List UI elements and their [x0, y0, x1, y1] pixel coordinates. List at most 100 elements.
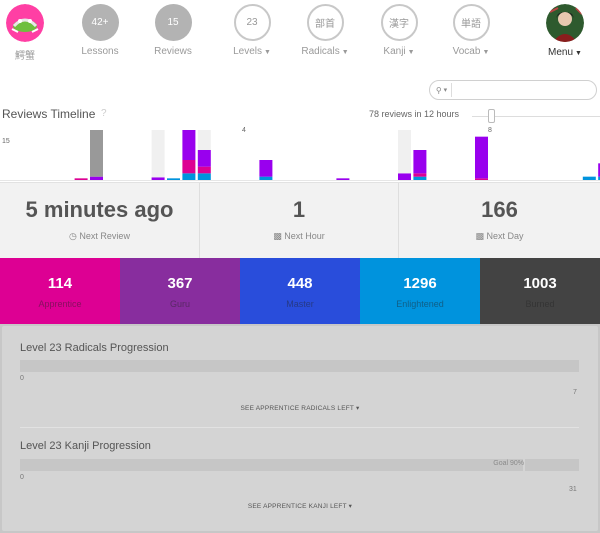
timeline-summary: 78 reviews in 12 hours [369, 109, 460, 119]
timeline-bar-enlightened[interactable] [197, 173, 211, 180]
review-forecast: 5 minutes ago ◷ Next Review 1 ▩ Next Hou… [0, 182, 600, 259]
srs-label: Master [286, 299, 314, 309]
see-apprentice-kanji-link[interactable]: SEE APPRENTICE KANJI LEFT ▾ [2, 502, 598, 510]
kanji-progress-end: 31 [569, 486, 577, 493]
srs-master[interactable]: 448 Master [240, 258, 360, 324]
chevron-down-icon: ▼ [407, 49, 415, 56]
srs-burned[interactable]: 1003 Burned [480, 258, 600, 324]
next-review-label: Next Review [79, 231, 130, 241]
timeline-bar-light[interactable] [151, 130, 165, 178]
radicals-progress-title: Level 23 Radicals Progression [20, 342, 169, 354]
see-apprentice-radicals-link[interactable]: SEE APPRENTICE RADICALS LEFT ▾ [2, 404, 598, 412]
srs-count: 1296 [403, 275, 437, 292]
timeline-bar-guru[interactable] [90, 176, 103, 180]
logo-link[interactable]: 鰐蟹 [0, 4, 60, 62]
user-avatar [546, 4, 584, 42]
timeline-bar-light[interactable] [398, 130, 411, 174]
see-apprentice-radicals-label: SEE APPRENTICE RADICALS LEFT [240, 405, 354, 412]
timeline-bar-guru[interactable] [475, 136, 488, 179]
chevron-down-icon: ▾ [348, 503, 353, 510]
timeline-bar-enlightened[interactable] [413, 176, 427, 180]
timeline-range-handle[interactable] [488, 109, 495, 123]
chevron-down-icon: ▼ [575, 50, 582, 57]
help-icon[interactable]: ? [101, 108, 107, 119]
timeline-bar-light[interactable] [197, 130, 211, 150]
timeline-bar-apprentice[interactable] [413, 173, 427, 177]
vocab-label: Vocab [452, 46, 481, 57]
nav-menu[interactable]: Menu ▼ [530, 4, 600, 58]
kanji-progress-title: Level 23 Kanji Progression [20, 440, 151, 452]
inbox-icon: ▩ [273, 231, 282, 241]
next-review-value: 5 minutes ago [25, 197, 174, 222]
srs-guru[interactable]: 367 Guru [120, 258, 240, 324]
clock-icon: ◷ [69, 231, 77, 241]
timeline-bar-enlightened[interactable] [598, 176, 600, 180]
nav-vocab[interactable]: 単語 Vocab ▼ [436, 4, 506, 57]
timeline-bar-enlightened[interactable] [182, 173, 196, 180]
search-icon: ⚲ [435, 85, 442, 95]
srs-count: 1003 [523, 275, 557, 292]
next-review-stat: 5 minutes ago ◷ Next Review [0, 183, 200, 259]
timeline-bar-guru[interactable] [336, 178, 350, 180]
srs-label: Guru [169, 299, 190, 309]
reviews-timeline-chart [0, 130, 600, 181]
radicals-progress-bar [20, 360, 579, 372]
kanji-progress-start: 0 [20, 474, 24, 481]
timeline-bar-guru[interactable] [259, 160, 273, 177]
next-day-stat: 166 ▩ Next Day [399, 183, 600, 259]
radicals-label: Radicals [301, 46, 340, 57]
timeline-ymax-label: 15 [2, 138, 10, 145]
kanji-progress-bar: Goal 90% [20, 459, 579, 471]
search-input[interactable]: ⚲ ▾ [429, 80, 597, 100]
next-hour-stat: 1 ▩ Next Hour [200, 183, 399, 259]
search-button[interactable]: ⚲ ▾ [432, 83, 452, 97]
timeline-range-track[interactable] [472, 116, 600, 117]
timeline-bar-guru[interactable] [151, 177, 165, 180]
next-hour-label: Next Hour [284, 231, 325, 241]
chevron-down-icon: ▼ [341, 49, 349, 56]
nav-kanji[interactable]: 漢字 Kanji ▼ [364, 4, 434, 57]
timeline-bar-enlightened[interactable] [167, 178, 180, 180]
lessons-label: Lessons [81, 46, 119, 57]
srs-count: 367 [167, 275, 193, 292]
timeline-bar-enlightened[interactable] [582, 176, 596, 180]
nav-lessons[interactable]: 42+ Lessons [65, 4, 135, 57]
timeline-bar-guru[interactable] [182, 130, 196, 160]
timeline-bar-guru[interactable] [197, 150, 211, 167]
timeline-bar-enlightened[interactable] [259, 176, 273, 180]
timeline-bar-guru[interactable] [598, 163, 600, 177]
timeline-bar-guru[interactable] [413, 150, 427, 174]
nav-reviews[interactable]: 15 Reviews [138, 4, 208, 57]
vocab-badge: 単語 [452, 4, 490, 41]
srs-count: 448 [287, 275, 313, 292]
timeline-marker-label: 4 [242, 127, 246, 134]
divider [20, 427, 579, 428]
see-apprentice-kanji-label: SEE APPRENTICE KANJI LEFT [247, 503, 347, 510]
timeline-bar-apprentice[interactable] [74, 178, 88, 180]
kanji-badge: 漢字 [380, 4, 418, 41]
chevron-down-icon: ▼ [482, 49, 490, 56]
timeline-title: Reviews Timeline [2, 107, 96, 121]
nav-levels[interactable]: 23 Levels ▼ [217, 4, 287, 57]
top-nav: 鰐蟹 42+ Lessons 15 Reviews 23 Levels ▼ 部首 … [0, 0, 600, 62]
timeline-bar-apprentice[interactable] [197, 166, 211, 174]
radicals-badge: 部首 [306, 4, 344, 41]
timeline-bar-apprentice[interactable] [475, 178, 488, 180]
timeline-bar-guru[interactable] [398, 173, 411, 180]
chevron-down-icon: ▼ [263, 49, 271, 56]
next-day-value: 166 [481, 197, 518, 222]
radicals-progress-end: 7 [573, 389, 577, 396]
kanji-label: Kanji [383, 46, 406, 57]
next-day-label: Next Day [486, 231, 524, 241]
srs-enlightened[interactable]: 1296 Enlightened [360, 258, 480, 324]
reviews-label: Reviews [154, 46, 192, 57]
srs-label: Apprentice [38, 299, 82, 309]
srs-label: Burned [525, 299, 555, 309]
timeline-bar-apprentice[interactable] [182, 160, 196, 174]
menu-label: Menu [548, 47, 574, 58]
srs-apprentice[interactable]: 114 Apprentice [0, 258, 120, 324]
radicals-progress-start: 0 [20, 375, 24, 382]
nav-radicals[interactable]: 部首 Radicals ▼ [290, 4, 360, 57]
timeline-bar-gray[interactable] [90, 130, 103, 177]
logo-label: 鰐蟹 [15, 51, 35, 62]
